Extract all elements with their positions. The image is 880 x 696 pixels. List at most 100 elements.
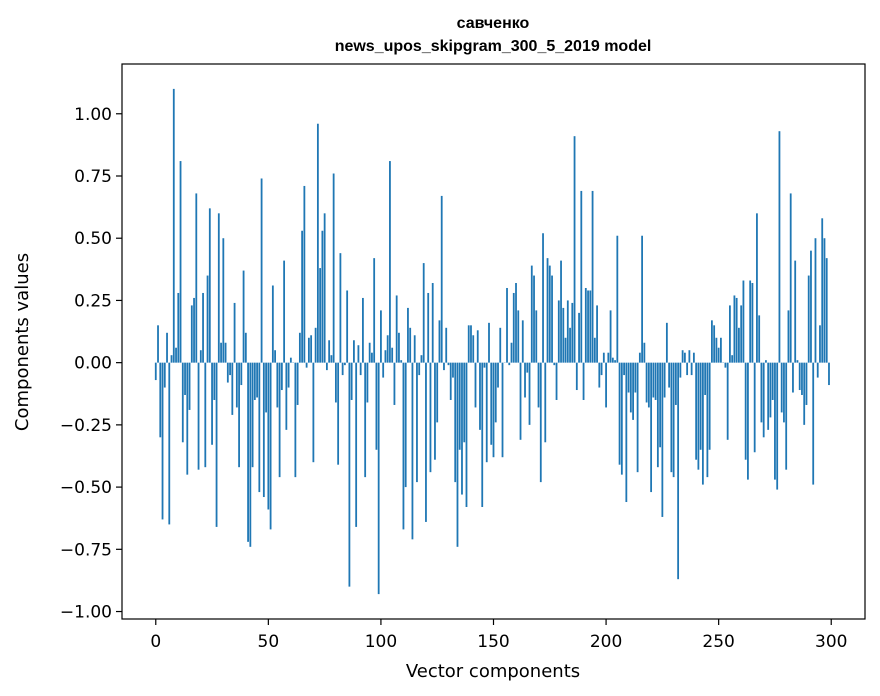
bar xyxy=(202,292,204,363)
bar xyxy=(497,362,499,388)
bar xyxy=(632,362,634,420)
bar xyxy=(251,362,254,468)
bar xyxy=(560,260,562,363)
bar xyxy=(584,287,587,363)
bar xyxy=(645,362,648,403)
bar xyxy=(542,233,544,363)
bar xyxy=(623,362,625,376)
bar xyxy=(573,136,576,363)
bar xyxy=(683,352,686,363)
bar xyxy=(654,362,657,400)
bar xyxy=(533,275,535,363)
bar xyxy=(456,362,459,547)
bar xyxy=(787,310,790,363)
bar xyxy=(483,362,486,368)
bar xyxy=(321,230,324,363)
bar xyxy=(512,292,515,363)
bar xyxy=(303,185,306,363)
bar xyxy=(283,260,286,363)
bar xyxy=(193,297,195,363)
x-tick-label: 300 xyxy=(815,632,847,652)
bar xyxy=(715,337,718,363)
bar xyxy=(735,297,738,363)
bar xyxy=(231,362,234,415)
bar xyxy=(380,310,382,363)
bar xyxy=(461,362,463,495)
bar xyxy=(416,362,418,483)
bar xyxy=(339,253,342,363)
y-tick-label: 0.50 xyxy=(74,229,112,249)
bar xyxy=(650,362,653,493)
bar xyxy=(249,362,252,547)
bar xyxy=(751,283,754,363)
bar xyxy=(519,362,522,440)
bar xyxy=(377,362,380,595)
bar xyxy=(810,250,812,363)
bar xyxy=(172,88,175,363)
bar xyxy=(539,362,542,483)
bar xyxy=(323,213,326,363)
bar xyxy=(672,362,675,478)
bar xyxy=(452,362,454,378)
bar xyxy=(310,335,313,363)
bar xyxy=(420,355,423,363)
bar xyxy=(794,260,797,363)
bar xyxy=(355,362,358,527)
bar xyxy=(796,360,799,363)
bar xyxy=(587,290,589,363)
bar xyxy=(184,362,186,395)
bar xyxy=(274,350,276,363)
bar xyxy=(213,362,216,400)
y-tick-label: 0.25 xyxy=(74,291,112,311)
bar xyxy=(276,362,279,408)
bar xyxy=(625,362,628,503)
bar xyxy=(168,362,171,525)
bar xyxy=(353,340,355,363)
bar xyxy=(262,362,265,498)
bar xyxy=(674,362,677,405)
bar xyxy=(697,362,700,470)
bar xyxy=(208,208,211,363)
bar xyxy=(267,362,270,510)
bar xyxy=(582,362,585,400)
bar xyxy=(161,362,164,520)
bar xyxy=(575,362,578,391)
bar xyxy=(467,325,470,363)
bar xyxy=(359,362,362,376)
bar xyxy=(749,280,752,363)
bar xyxy=(429,362,432,473)
bar xyxy=(166,332,168,363)
bar xyxy=(717,347,720,363)
bar xyxy=(256,362,258,398)
bar xyxy=(233,302,236,363)
bar xyxy=(747,362,749,480)
bar xyxy=(731,355,734,363)
bar xyxy=(334,362,337,403)
bar xyxy=(774,362,776,480)
bar xyxy=(222,238,225,363)
bar xyxy=(798,362,801,391)
bar xyxy=(470,325,472,363)
bar xyxy=(729,305,731,363)
bar xyxy=(744,362,747,460)
bar xyxy=(647,362,650,408)
bar xyxy=(346,290,349,363)
bar xyxy=(348,362,351,587)
bar xyxy=(720,337,722,363)
bar xyxy=(366,362,369,403)
bar xyxy=(199,350,202,363)
bar xyxy=(571,302,574,363)
bar xyxy=(476,330,479,363)
bar xyxy=(530,265,533,363)
bar xyxy=(386,335,389,363)
bar xyxy=(413,335,416,363)
bar xyxy=(686,362,689,376)
bar xyxy=(510,342,513,363)
bar xyxy=(670,362,673,473)
bar xyxy=(609,310,612,363)
bar xyxy=(269,362,272,530)
bar xyxy=(247,362,249,542)
bar xyxy=(677,362,680,580)
bar xyxy=(620,362,623,475)
bar xyxy=(535,310,538,363)
